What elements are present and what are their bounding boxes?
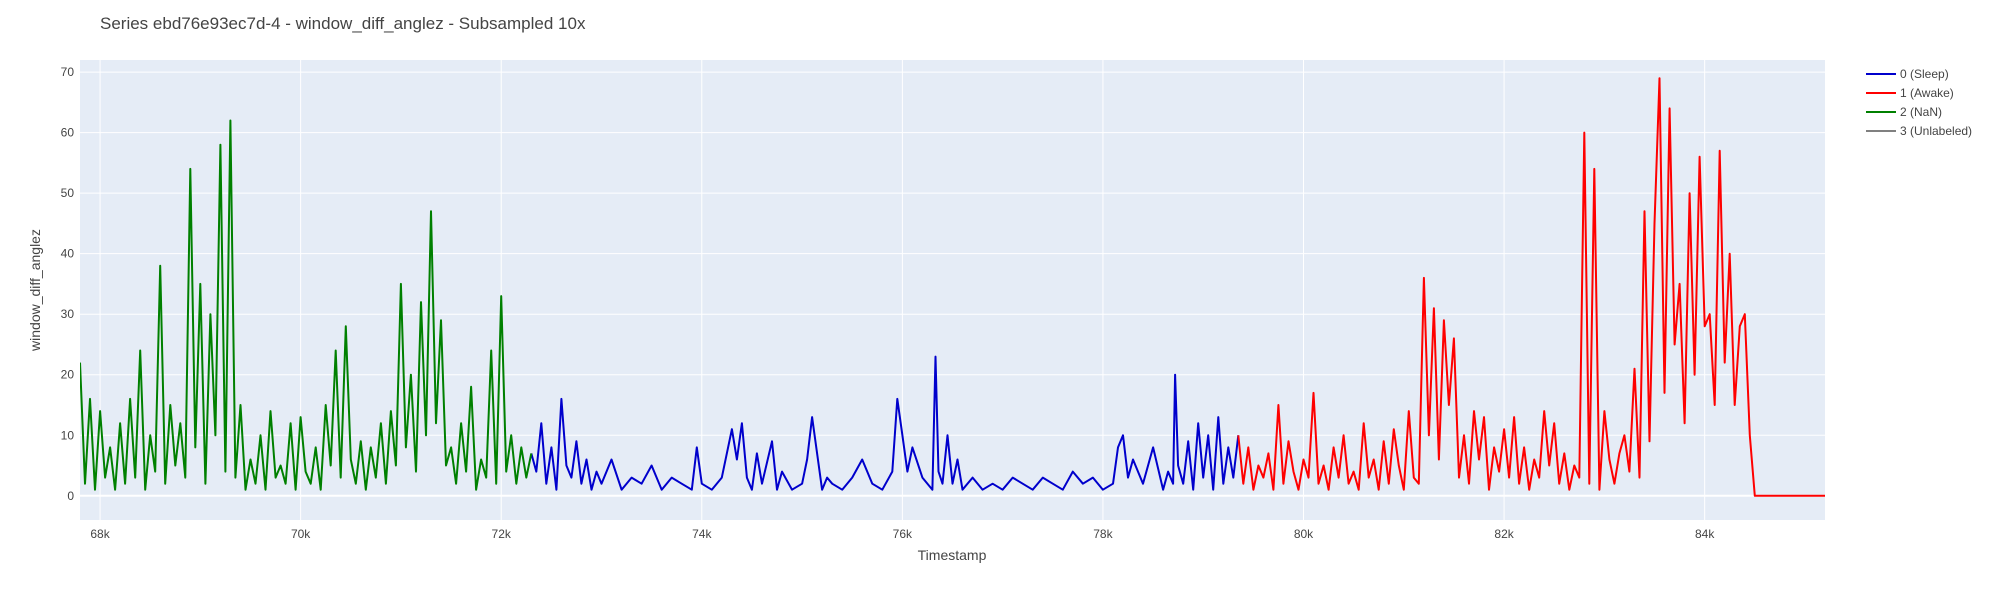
legend-item-3[interactable]: 3 (Unlabeled) [1866, 124, 1972, 138]
series-line-2 [80, 119, 533, 491]
x-tick-label: 72k [492, 527, 512, 541]
y-axis-title: window_diff_anglez [27, 229, 43, 352]
legend-label: 0 (Sleep) [1900, 67, 1949, 81]
y-tick-label: 20 [61, 368, 75, 382]
y-tick-label: 30 [61, 307, 75, 321]
legend: 0 (Sleep) 1 (Awake) 2 (NaN) 3 (Unlabeled) [1866, 67, 1972, 138]
series-line-0 [530, 355, 1240, 491]
legend-label: 1 (Awake) [1900, 86, 1954, 100]
chart-title: Series ebd76e93ec7d-4 - window_diff_angl… [100, 14, 586, 33]
x-tick-label: 82k [1494, 527, 1514, 541]
x-tick-label: 74k [692, 527, 712, 541]
y-tick-label: 50 [61, 186, 75, 200]
x-tick-label: 70k [291, 527, 311, 541]
y-tick-label: 70 [61, 65, 75, 79]
plot-area [80, 60, 1825, 520]
legend-item-2[interactable]: 2 (NaN) [1866, 105, 1942, 119]
legend-label: 3 (Unlabeled) [1900, 124, 1972, 138]
x-tick-label: 80k [1294, 527, 1314, 541]
legend-item-1[interactable]: 1 (Awake) [1866, 86, 1954, 100]
x-tick-label: 84k [1695, 527, 1715, 541]
y-tick-label: 10 [61, 428, 75, 442]
y-tick-label: 0 [67, 489, 74, 503]
y-tick-label: 60 [61, 126, 75, 140]
y-tick-label: 40 [61, 247, 75, 261]
legend-label: 2 (NaN) [1900, 105, 1942, 119]
gridlines [80, 60, 1825, 520]
x-axis-title: Timestamp [918, 547, 987, 563]
axis-ticks: 68k 70k 72k 74k 76k 78k 80k 82k 84k 0 10 20 30 40 50 60… [61, 65, 1716, 541]
series-line-1 [1237, 77, 1825, 497]
x-tick-label: 78k [1093, 527, 1113, 541]
series-lines [80, 77, 1825, 497]
x-tick-label: 68k [90, 527, 110, 541]
x-tick-label: 76k [893, 527, 913, 541]
legend-item-0[interactable]: 0 (Sleep) [1866, 67, 1949, 81]
